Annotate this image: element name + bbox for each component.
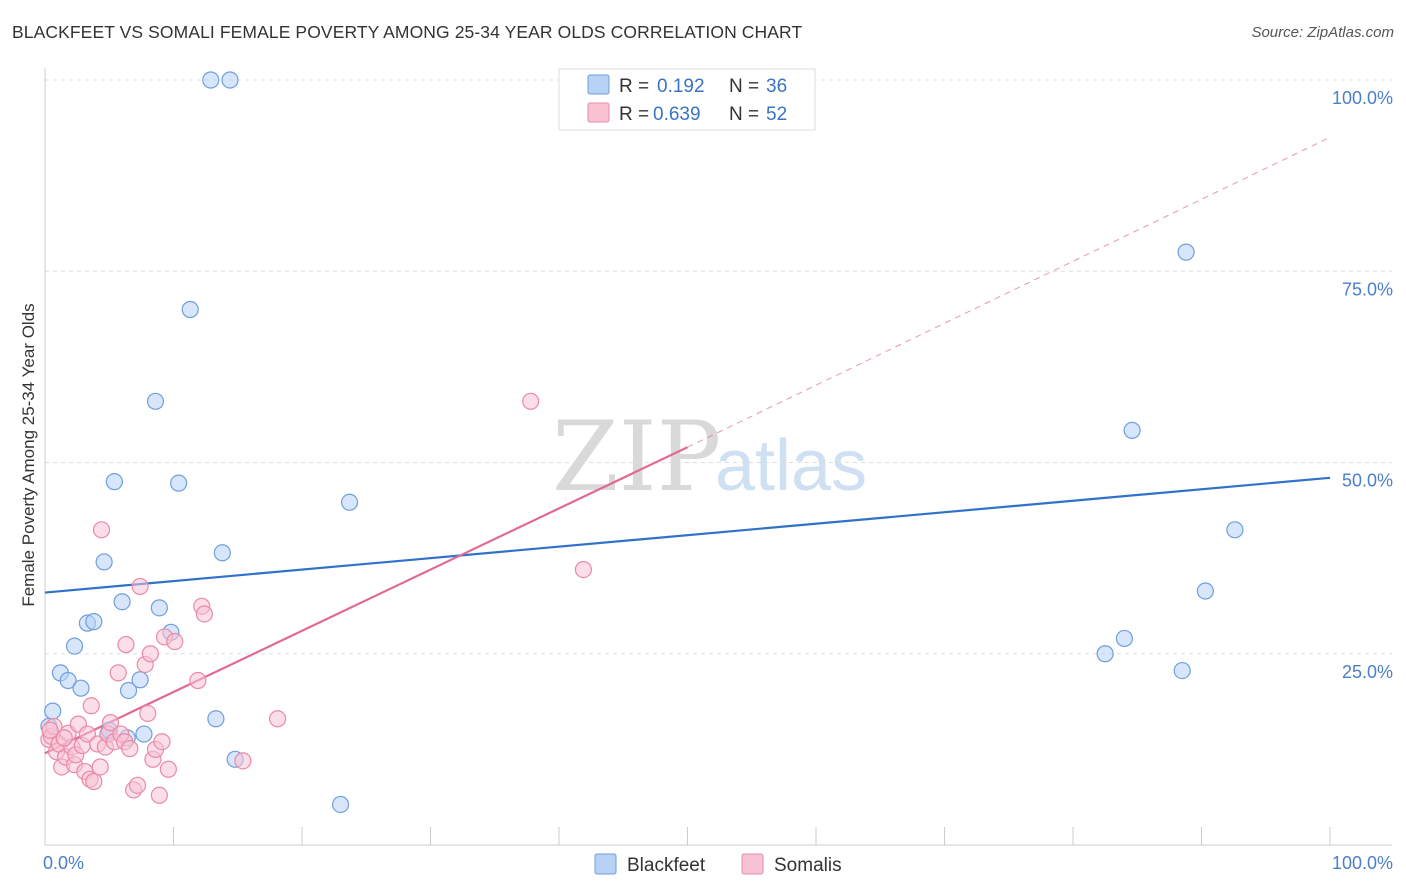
blackfeet-point[interactable] — [150, 599, 168, 617]
y-tick-label: 25.0% — [1342, 662, 1393, 682]
somalis-point[interactable] — [128, 776, 147, 794]
blackfeet-point[interactable] — [59, 671, 77, 690]
series-legend-swatch-somalis[interactable] — [741, 853, 764, 875]
x-tick-label-min: 0.0% — [43, 853, 84, 873]
blackfeet-point[interactable] — [119, 681, 138, 700]
somalis-point[interactable] — [85, 772, 103, 791]
somalis-point[interactable] — [139, 704, 157, 723]
y-tick-label: 100.0% — [1332, 88, 1393, 108]
blackfeet-point[interactable] — [135, 725, 153, 743]
blackfeet-point[interactable] — [1096, 645, 1114, 663]
somalis-trend-extension — [687, 136, 1331, 448]
blackfeet-point[interactable] — [146, 392, 165, 410]
series-legend: Blackfeet Somalis — [594, 853, 842, 876]
legend-n-value-somalis: 52 — [766, 104, 787, 125]
somalis-point[interactable] — [109, 664, 127, 682]
somalis-point[interactable] — [82, 697, 100, 715]
somalis-point[interactable] — [189, 671, 207, 690]
somalis-point[interactable] — [522, 392, 540, 410]
somalis-point[interactable] — [55, 729, 73, 747]
legend-r-label-blackfeet: R = — [619, 76, 649, 97]
somalis-point[interactable] — [92, 521, 111, 539]
blackfeet-point[interactable] — [221, 71, 239, 89]
somalis-point[interactable] — [141, 645, 159, 663]
watermark-zip: ZIP — [552, 401, 721, 513]
blackfeet-point[interactable] — [72, 679, 90, 697]
somalis-point[interactable] — [117, 635, 135, 654]
y-axis-title: Female Poverty Among 25-34 Year Olds — [19, 303, 38, 606]
blackfeet-point[interactable] — [181, 300, 199, 319]
blackfeet-point[interactable] — [331, 795, 350, 814]
series-legend-label-somalis[interactable]: Somalis — [774, 855, 842, 876]
blackfeet-point[interactable] — [207, 710, 225, 728]
series-legend-label-blackfeet[interactable]: Blackfeet — [627, 855, 706, 876]
blackfeet-point[interactable] — [85, 613, 103, 631]
blackfeet-point[interactable] — [131, 671, 149, 689]
blackfeet-point[interactable] — [44, 702, 62, 720]
somalis-point[interactable] — [234, 752, 252, 770]
blackfeet-point[interactable] — [1226, 521, 1244, 539]
blackfeet-point[interactable] — [1177, 243, 1195, 261]
somalis-point[interactable] — [166, 632, 184, 651]
legend-swatch-somalis — [587, 102, 610, 123]
somalis-trend-line — [44, 446, 688, 755]
somalis-point[interactable] — [41, 721, 59, 739]
blackfeet-point[interactable] — [213, 544, 231, 562]
legend-r-label-somalis: R = — [619, 104, 649, 125]
data-points — [40, 71, 1244, 814]
somalis-point[interactable] — [101, 713, 120, 732]
chart-source: Source: ZipAtlas.com — [1251, 24, 1394, 41]
axes: 25.0% 50.0% 75.0% 100.0% 0.0% 100.0% — [43, 68, 1393, 873]
legend-swatch-blackfeet — [587, 74, 610, 95]
watermark: ZIP atlas — [552, 401, 867, 513]
somalis-point[interactable] — [195, 605, 213, 623]
blackfeet-point[interactable] — [113, 593, 131, 611]
somalis-point[interactable] — [153, 733, 171, 751]
blackfeet-point[interactable] — [1196, 582, 1214, 600]
blackfeet-point[interactable] — [1123, 421, 1141, 439]
somalis-point[interactable] — [131, 577, 149, 596]
y-tick-label: 75.0% — [1342, 279, 1393, 299]
somalis-point[interactable] — [91, 758, 109, 776]
somalis-point[interactable] — [159, 760, 177, 778]
legend-n-label-somalis: N = — [729, 104, 759, 125]
somalis-point[interactable] — [78, 725, 97, 743]
series-legend-swatch-blackfeet[interactable] — [594, 853, 617, 875]
blackfeet-point[interactable] — [105, 473, 123, 491]
legend-r-value-blackfeet: 0.192 — [657, 76, 705, 97]
chart-title: BLACKFEET VS SOMALI FEMALE POVERTY AMONG… — [12, 22, 803, 42]
grid-lines — [45, 79, 1392, 655]
legend-n-value-blackfeet: 36 — [766, 76, 787, 97]
somalis-point[interactable] — [121, 740, 139, 758]
somalis-point[interactable] — [268, 710, 287, 728]
blackfeet-point[interactable] — [1115, 629, 1134, 648]
watermark-atlas: atlas — [715, 426, 867, 506]
somalis-point[interactable] — [574, 560, 593, 579]
legend-r-value-somalis: 0.639 — [653, 104, 701, 125]
blackfeet-point[interactable] — [202, 71, 220, 89]
blackfeet-point[interactable] — [95, 553, 113, 571]
blackfeet-point[interactable] — [65, 637, 84, 655]
y-tick-label: 50.0% — [1342, 471, 1393, 491]
legend-n-label-blackfeet: N = — [729, 76, 759, 97]
blackfeet-point[interactable] — [170, 474, 188, 492]
stats-legend: R = 0.192 N = 36 R = 0.639 N = 52 — [558, 68, 816, 131]
somalis-point[interactable] — [150, 786, 168, 804]
blackfeet-trend-line — [44, 476, 1331, 594]
blackfeet-point[interactable] — [1173, 661, 1191, 680]
x-tick-label-max: 100.0% — [1332, 853, 1393, 873]
trend-lines — [44, 136, 1331, 755]
blackfeet-point[interactable] — [340, 493, 359, 511]
